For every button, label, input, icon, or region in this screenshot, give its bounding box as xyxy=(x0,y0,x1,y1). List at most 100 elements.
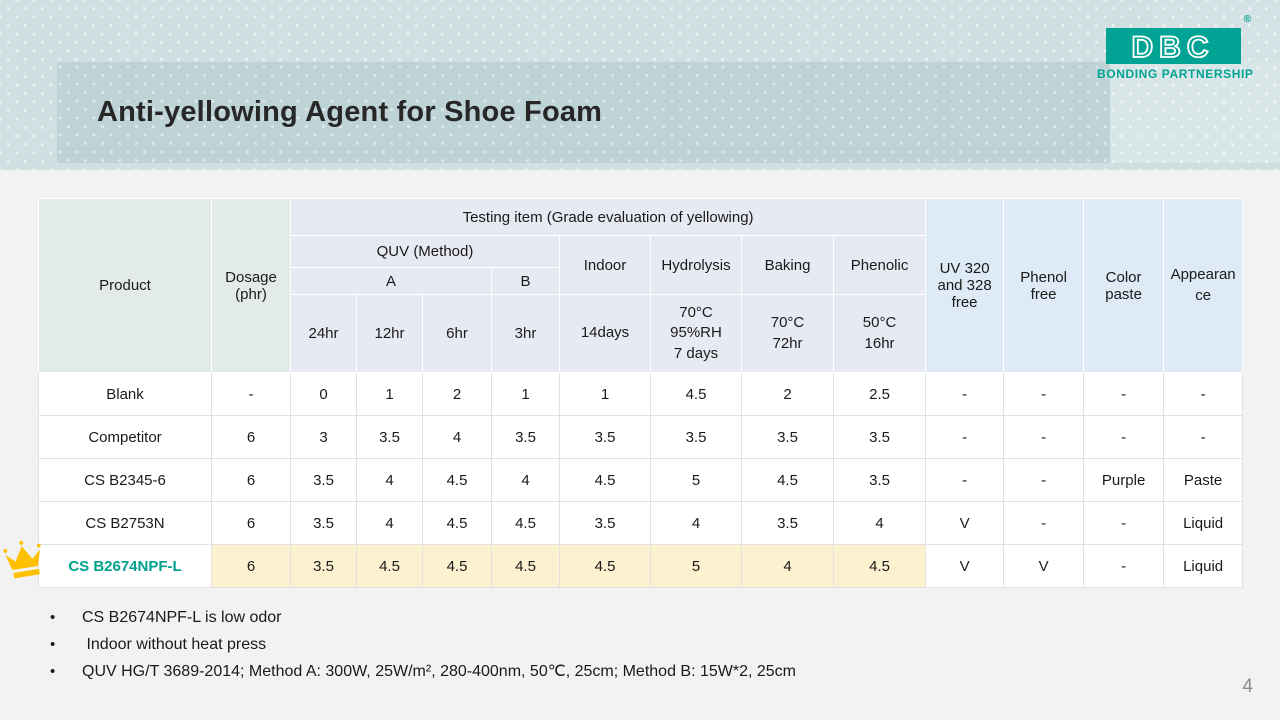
table-cell: - xyxy=(1083,415,1165,459)
bullet-text: CS B2674NPF-L is low odor xyxy=(82,609,282,626)
table-cell: 3.5 xyxy=(290,544,357,588)
table-cell: 3.5 xyxy=(290,458,357,502)
table-cell: 3.5 xyxy=(650,415,742,459)
header-banner: Anti-yellowing Agent for Shoe Foam ® DBC… xyxy=(0,0,1280,170)
table-cell: 4.5 xyxy=(422,501,492,545)
table-cell: - xyxy=(1083,544,1165,588)
table-cell: - xyxy=(1003,501,1085,545)
table-cell: - xyxy=(1163,415,1244,459)
table-cell: 3.5 xyxy=(290,501,357,545)
table-cell: - xyxy=(1083,372,1165,416)
page-title: Anti-yellowing Agent for Shoe Foam xyxy=(97,96,603,128)
table-cell: 5 xyxy=(650,544,742,588)
col-header-phenol-free: Phenol free xyxy=(1003,198,1085,373)
logo-text: DBC xyxy=(1131,31,1214,64)
col-header-hydrolysis-condition: 70°C 95%RH 7 days xyxy=(650,294,742,373)
registered-mark: ® xyxy=(1243,14,1251,25)
product-cell: CS B2345-6 xyxy=(38,458,212,502)
col-header-method-a: A xyxy=(290,267,492,295)
table-cell: 1 xyxy=(356,372,423,416)
table-cell: 1 xyxy=(491,372,560,416)
bullet-text: QUV HG/T 3689-2014; Method A: 300W, 25W/… xyxy=(82,663,797,680)
table-row-competitor: Competitor 6 3 3.5 4 3.5 3.5 3.5 3.5 3.5… xyxy=(38,415,1244,459)
table-cell: 3.5 xyxy=(832,415,927,459)
table-cell: 4.5 xyxy=(422,544,492,588)
table-cell: V xyxy=(1003,544,1085,588)
table-cell: 4 xyxy=(422,415,492,459)
table-cell: 4.5 xyxy=(491,544,560,588)
table-cell: 4.5 xyxy=(741,458,834,502)
table-cell: - xyxy=(1003,415,1085,459)
table-cell: - xyxy=(925,415,1005,459)
table-cell: 1 xyxy=(559,372,651,416)
col-header-dosage: Dosage (phr) xyxy=(211,198,291,373)
col-header-3hr: 3hr xyxy=(491,294,560,373)
col-header-6hr: 6hr xyxy=(422,294,492,373)
table-row-cs-b2753n: CS B2753N 6 3.5 4 4.5 4.5 3.5 4 3.5 4 V … xyxy=(38,501,1244,545)
results-table: Product Dosage (phr) Testing item (Grade… xyxy=(38,198,1244,588)
product-cell: CS B2753N xyxy=(38,501,212,545)
table-cell: 4.5 xyxy=(832,544,927,588)
table-cell: Liquid xyxy=(1163,501,1244,545)
table-cell: 6 xyxy=(211,501,291,545)
table-cell: 3 xyxy=(290,415,357,459)
product-cell: Blank xyxy=(38,372,212,416)
crown-icon xyxy=(1,536,48,591)
col-header-baking: Baking xyxy=(741,235,834,295)
table-cell: V xyxy=(925,544,1005,588)
table-cell: 6 xyxy=(211,415,291,459)
bullet-text: Indoor without heat press xyxy=(82,636,267,653)
table-cell: 3.5 xyxy=(356,415,423,459)
table-cell: - xyxy=(925,458,1005,502)
table-cell: 3.5 xyxy=(559,501,651,545)
table-cell: - xyxy=(1083,501,1165,545)
col-header-product: Product xyxy=(38,198,212,373)
table-cell: Liquid xyxy=(1163,544,1244,588)
table-cell: 4.5 xyxy=(491,501,560,545)
table-cell: - xyxy=(211,372,291,416)
table-cell: Purple xyxy=(1083,458,1165,502)
table-row-blank: Blank - 0 1 2 1 1 4.5 2 2.5 - - - - xyxy=(38,372,1244,416)
col-header-12hr: 12hr xyxy=(356,294,423,373)
dbc-logo-mark: DBC xyxy=(1105,28,1241,64)
table-cell: 3.5 xyxy=(741,501,834,545)
table-cell: 4 xyxy=(741,544,834,588)
table-cell: 2 xyxy=(741,372,834,416)
col-header-uv-free: UV 320 and 328 free xyxy=(925,198,1005,373)
col-header-phenolic: Phenolic xyxy=(832,235,927,295)
list-item: QUV HG/T 3689-2014; Method A: 300W, 25W/… xyxy=(46,658,1196,685)
col-header-method-b: B xyxy=(491,267,560,295)
table-cell: 4 xyxy=(356,458,423,502)
table-cell: - xyxy=(1003,372,1085,416)
col-header-phenolic-condition: 50°C 16hr xyxy=(832,294,927,373)
table-cell: 4.5 xyxy=(559,544,651,588)
table-cell: 3.5 xyxy=(741,415,834,459)
table-cell: Paste xyxy=(1163,458,1244,502)
table-cell: 6 xyxy=(211,458,291,502)
table-cell: 4.5 xyxy=(650,372,742,416)
table-row-cs-b2345-6: CS B2345-6 6 3.5 4 4.5 4 4.5 5 4.5 3.5 -… xyxy=(38,458,1244,502)
table-cell: 4 xyxy=(491,458,560,502)
table-cell: V xyxy=(925,501,1005,545)
col-header-appearance: Appearance xyxy=(1163,198,1244,373)
product-cell: Competitor xyxy=(38,415,212,459)
table-cell: 4 xyxy=(832,501,927,545)
table-cell: 5 xyxy=(650,458,742,502)
title-band: Anti-yellowing Agent for Shoe Foam xyxy=(57,62,1110,163)
table-cell: 3.5 xyxy=(559,415,651,459)
col-header-hydrolysis: Hydrolysis xyxy=(650,235,742,295)
table-cell: - xyxy=(1163,372,1244,416)
logo-subtext: BONDING PARTNERSHIP xyxy=(1097,67,1254,81)
table-cell: - xyxy=(925,372,1005,416)
table-cell: 2 xyxy=(422,372,492,416)
table-row-cs-b2674npf-l-highlighted: CS B2674NPF-L 6 3.5 4.5 4.5 4.5 4.5 5 4 … xyxy=(38,544,1244,588)
page-number: 4 xyxy=(1242,676,1253,697)
table-cell: 2.5 xyxy=(832,372,927,416)
col-header-indoor-condition: 14days xyxy=(559,294,651,373)
col-header-testing-item: Testing item (Grade evaluation of yellow… xyxy=(289,198,927,236)
list-item: CS B2674NPF-L is low odor xyxy=(46,604,1196,631)
table-cell: 4.5 xyxy=(422,458,492,502)
table-cell: 4.5 xyxy=(559,458,651,502)
col-header-quv: QUV (Method) xyxy=(290,235,560,268)
col-header-24hr: 24hr xyxy=(290,294,357,373)
